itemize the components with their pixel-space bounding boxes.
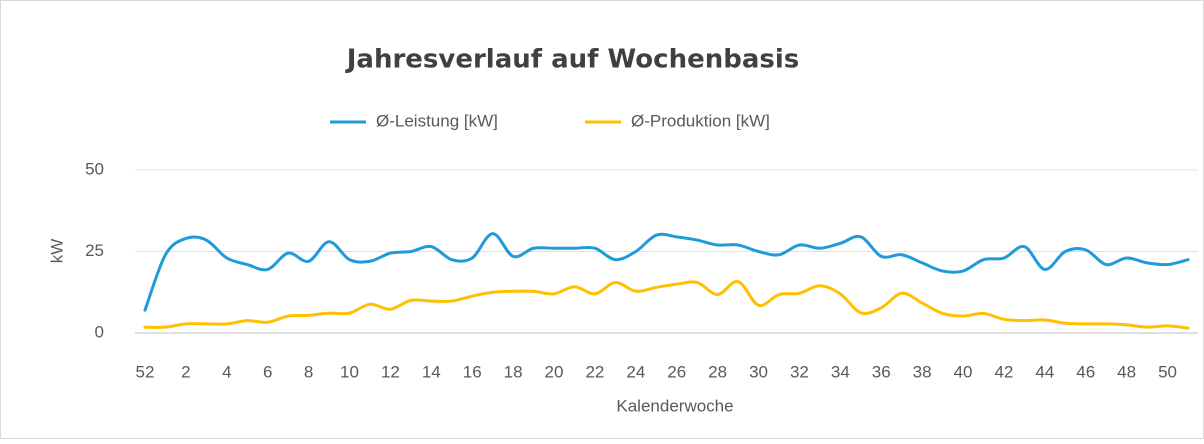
- x-tick-label: 16: [463, 362, 482, 381]
- x-tick-label: 38: [913, 362, 932, 381]
- legend-label: Ø-Leistung [kW]: [376, 111, 498, 130]
- x-tick-label: 52: [136, 362, 155, 381]
- y-axis-label: kW: [47, 239, 66, 264]
- x-tick-label: 30: [749, 362, 768, 381]
- x-tick-label: 8: [304, 362, 313, 381]
- x-tick-label: 2: [181, 362, 190, 381]
- x-tick-label: 6: [263, 362, 272, 381]
- x-tick-label: 46: [1076, 362, 1095, 381]
- x-tick-label: 48: [1117, 362, 1136, 381]
- y-tick-label: 25: [85, 241, 104, 260]
- x-tick-label: 24: [626, 362, 645, 381]
- x-tick-label: 44: [1035, 362, 1054, 381]
- x-axis-label: Kalenderwoche: [616, 396, 733, 415]
- line-series: [143, 279, 1190, 330]
- x-tick-label: 42: [994, 362, 1013, 381]
- x-tick-label: 40: [954, 362, 973, 381]
- x-tick-label: 32: [790, 362, 809, 381]
- x-tick-label: 50: [1158, 362, 1177, 381]
- chart-title: Jahresverlauf auf Wochenbasis: [345, 45, 800, 75]
- x-tick-label: 18: [504, 362, 523, 381]
- y-tick-label: 0: [95, 322, 104, 341]
- x-tick-label: 36: [872, 362, 891, 381]
- legend-label: Ø-Produktion [kW]: [631, 111, 770, 130]
- line-series: [143, 232, 1190, 312]
- x-tick-label: 28: [708, 362, 727, 381]
- x-tick-label: 10: [340, 362, 359, 381]
- x-tick-label: 22: [585, 362, 604, 381]
- x-tick-label: 20: [545, 362, 564, 381]
- x-tick-label: 14: [422, 362, 441, 381]
- x-tick-label: 26: [667, 362, 686, 381]
- x-tick-label: 4: [222, 362, 231, 381]
- x-tick-label: 34: [831, 362, 850, 381]
- y-tick-label: 50: [85, 159, 104, 178]
- x-tick-label: 12: [381, 362, 400, 381]
